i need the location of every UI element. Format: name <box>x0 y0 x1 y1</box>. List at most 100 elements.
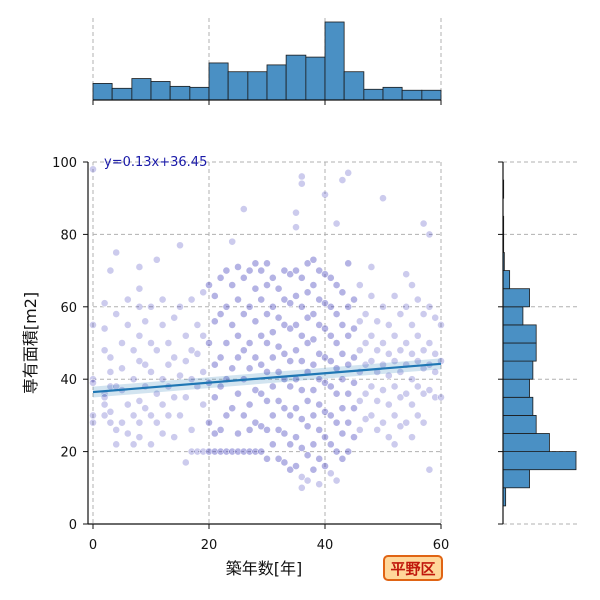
scatter-point <box>286 382 295 391</box>
scatter-point <box>355 346 364 355</box>
scatter-point <box>379 302 387 311</box>
scatter-point <box>431 349 440 358</box>
scatter-point <box>297 357 306 365</box>
scatter-point <box>152 346 161 355</box>
scatter-point <box>292 346 300 355</box>
scatter-point <box>292 223 300 232</box>
top-hist-bar <box>92 83 113 101</box>
scatter-point <box>123 400 132 409</box>
top-hist-bar <box>401 89 423 101</box>
scatter-point <box>413 295 422 304</box>
top-histogram <box>92 18 442 105</box>
scatter-point <box>303 397 312 405</box>
scatter-point <box>292 266 300 275</box>
scatter-point <box>286 411 295 420</box>
scatter-point <box>112 425 121 434</box>
scatter-point <box>245 447 254 456</box>
scatter-point <box>257 266 266 275</box>
scatter-point <box>303 313 312 322</box>
scatter-point <box>419 389 428 398</box>
top-hist-bar <box>382 86 403 101</box>
scatter-point <box>367 411 376 420</box>
scatter-point <box>164 339 173 347</box>
scatter-point <box>274 454 283 463</box>
scatter-point <box>193 447 202 456</box>
scatter-point <box>344 360 353 369</box>
scatter-point <box>199 368 208 376</box>
scatter-point <box>170 393 179 402</box>
scatter-point <box>297 483 306 492</box>
scatter-point <box>135 284 144 293</box>
scatter-point <box>89 165 97 174</box>
scatter-point <box>280 458 289 467</box>
scatter-point <box>280 404 289 413</box>
scatter-point <box>268 382 277 391</box>
scatter-point <box>367 382 376 391</box>
scatter-point <box>268 411 277 420</box>
scatter-point <box>373 346 382 355</box>
scatter-point <box>234 353 242 362</box>
scatter-point <box>234 447 242 456</box>
scatter-point <box>210 360 219 369</box>
scatter-point <box>112 440 121 449</box>
top-hist-bar <box>189 86 210 101</box>
scatter-point <box>181 357 190 365</box>
scatter-point <box>158 375 167 384</box>
scatter-point <box>222 266 231 275</box>
scatter-point <box>222 411 231 420</box>
scatter-point <box>286 357 295 365</box>
scatter-point <box>135 331 144 340</box>
scatter-point <box>147 302 155 311</box>
y-axis-title: 専有面積[m2] <box>21 292 40 394</box>
scatter-point <box>268 302 277 311</box>
scatter-point <box>251 284 260 293</box>
grid-lines <box>92 161 442 525</box>
scatter-point <box>210 429 219 438</box>
top-hist-bar <box>305 56 326 101</box>
scatter-point <box>332 281 341 289</box>
scatter-point <box>135 302 144 311</box>
right-hist-bar <box>502 451 577 471</box>
scatter-point <box>303 259 312 268</box>
scatter-point <box>344 447 353 456</box>
right-hist-bar <box>502 324 537 344</box>
scatter-point <box>425 230 434 239</box>
regression-equation-label: y=0.13x+36.45 <box>104 155 207 170</box>
scatter-point <box>268 353 277 362</box>
scatter-point <box>216 447 225 456</box>
scatter-point <box>425 465 434 474</box>
y-tick-label: 80 <box>60 228 77 243</box>
scatter-point <box>112 248 121 257</box>
scatter-point <box>309 335 318 344</box>
scatter-point <box>100 299 109 308</box>
scatter-point <box>193 320 202 329</box>
scatter-point <box>408 320 416 329</box>
scatter-point <box>106 368 115 376</box>
scatter-point <box>350 433 358 442</box>
scatter-point <box>245 339 254 347</box>
scatter-point <box>303 288 312 297</box>
scatter-point <box>402 339 411 347</box>
scatter-point <box>210 393 219 402</box>
scatter-point <box>228 404 237 413</box>
scatter-point <box>251 447 260 456</box>
scatter-point <box>251 353 260 362</box>
scatter-point <box>164 360 173 369</box>
scatter-point <box>408 433 416 442</box>
scatter-point <box>263 425 271 434</box>
scatter-point <box>315 425 324 434</box>
scatter-point <box>129 346 138 355</box>
scatter-point <box>297 331 306 340</box>
scatter-point <box>123 429 132 438</box>
scatter-point <box>123 320 132 329</box>
scatter-point <box>187 375 196 384</box>
scatter-point <box>425 302 434 311</box>
scatter-point <box>239 346 248 355</box>
scatter-point <box>303 451 312 460</box>
scatter-point <box>176 411 184 420</box>
scatter-point <box>199 447 208 456</box>
scatter-point <box>309 440 318 449</box>
scatter-point <box>321 190 329 199</box>
scatter-point <box>344 259 353 268</box>
top-hist-bar <box>247 71 268 101</box>
